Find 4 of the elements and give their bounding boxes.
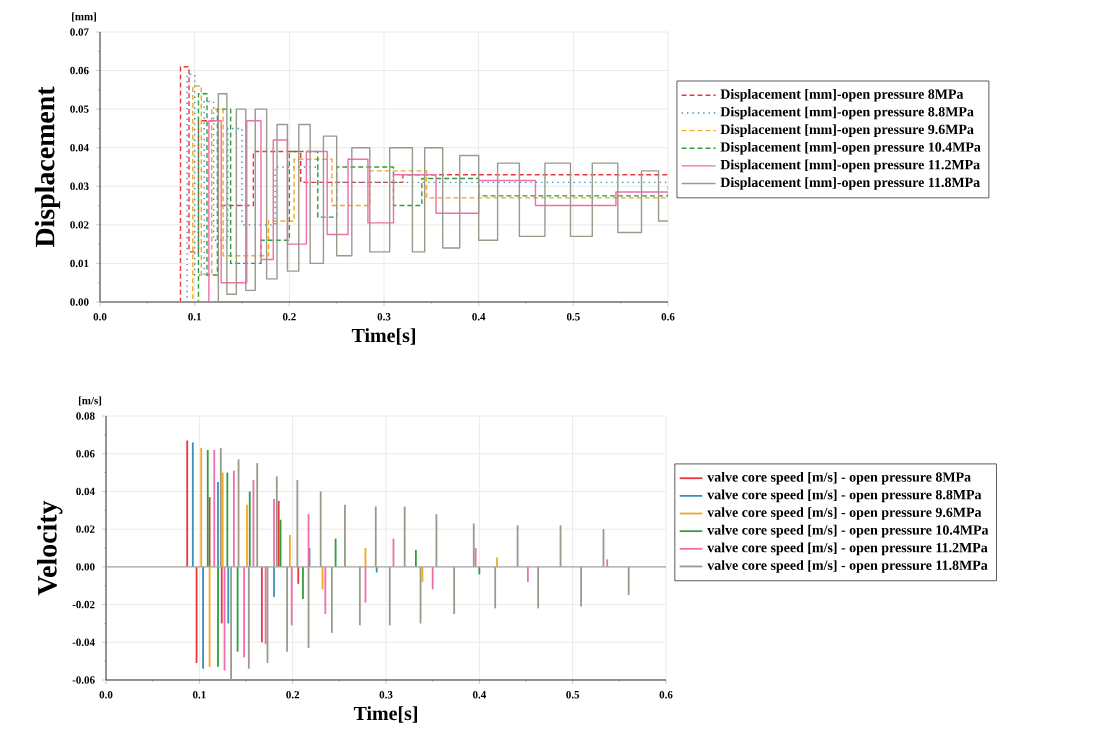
x-axis-title: Time[s] <box>351 328 415 345</box>
y-axis-title: Displacement <box>34 86 61 248</box>
x-axis-title: Time[s] <box>353 706 417 723</box>
y-axis-title: Velocity <box>37 500 63 596</box>
